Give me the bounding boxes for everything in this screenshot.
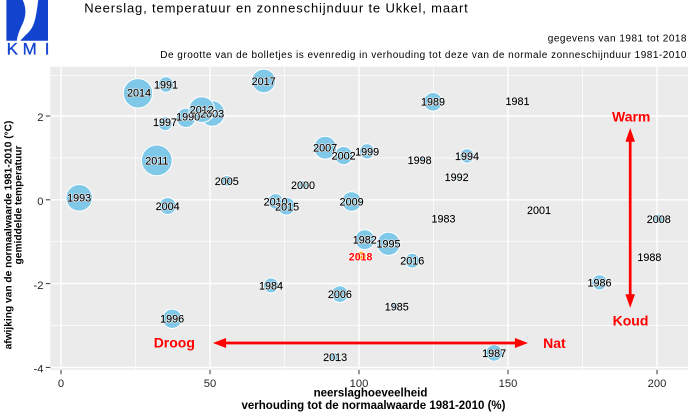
svg-text:1988: 1988 (637, 252, 661, 264)
svg-text:1987: 1987 (482, 348, 506, 360)
svg-text:2010: 2010 (264, 196, 288, 208)
svg-text:Nat: Nat (543, 335, 566, 351)
svg-text:1993: 1993 (67, 193, 91, 205)
svg-text:1989: 1989 (421, 97, 445, 109)
svg-text:1983: 1983 (431, 214, 455, 226)
svg-text:1982: 1982 (353, 235, 377, 247)
svg-text:1997: 1997 (153, 117, 177, 129)
svg-text:afwijking van de normaalwaarde: afwijking van de normaalwaarde 1981-2010… (4, 121, 15, 350)
svg-text:1999: 1999 (355, 146, 379, 158)
svg-text:2018: 2018 (349, 252, 373, 264)
svg-text:1988: 1988 (637, 252, 661, 264)
svg-text:1989: 1989 (421, 97, 445, 109)
svg-text:1997: 1997 (153, 117, 177, 129)
svg-text:1995: 1995 (376, 239, 400, 251)
svg-text:2011: 2011 (145, 155, 168, 167)
svg-text:2004: 2004 (156, 201, 180, 213)
svg-text:2017: 2017 (252, 76, 276, 88)
svg-text:1996: 1996 (160, 314, 184, 326)
svg-text:1983: 1983 (431, 214, 455, 226)
svg-text:2011: 2011 (145, 155, 168, 167)
svg-text:Warm: Warm (612, 109, 650, 125)
svg-text:0: 0 (58, 378, 64, 390)
svg-text:2008: 2008 (647, 214, 671, 226)
svg-text:1985: 1985 (385, 301, 409, 313)
svg-text:2016: 2016 (400, 256, 424, 268)
svg-text:2017: 2017 (252, 76, 276, 88)
svg-text:1984: 1984 (259, 280, 283, 292)
svg-text:2013: 2013 (323, 352, 347, 364)
svg-text:-2: -2 (34, 280, 44, 292)
svg-text:gemiddelde temperatuur: gemiddelde temperatuur (14, 146, 25, 265)
svg-text:1982: 1982 (353, 235, 377, 247)
svg-text:2012: 2012 (190, 105, 214, 117)
svg-text:K: K (7, 40, 19, 59)
svg-text:200: 200 (648, 378, 667, 390)
svg-text:0: 0 (37, 196, 43, 208)
svg-text:1984: 1984 (259, 280, 283, 292)
svg-text:2010: 2010 (264, 196, 288, 208)
svg-text:1994: 1994 (455, 151, 479, 163)
svg-text:gegevens van 1981 tot 2018: gegevens van 1981 tot 2018 (548, 33, 687, 44)
svg-text:1981: 1981 (505, 96, 529, 108)
svg-text:2007: 2007 (313, 143, 337, 155)
svg-text:De grootte van de bolletjes is: De grootte van de bolletjes is evenredig… (160, 50, 687, 61)
svg-text:2007: 2007 (313, 143, 337, 155)
svg-text:2005: 2005 (215, 176, 239, 188)
svg-text:2015: 2015 (275, 202, 299, 214)
svg-text:1981: 1981 (505, 96, 529, 108)
svg-text:-4: -4 (34, 364, 44, 376)
svg-text:2006: 2006 (328, 289, 352, 301)
svg-text:neerslaghoeveelheid: neerslaghoeveelheid (314, 388, 428, 400)
svg-text:1987: 1987 (482, 348, 506, 360)
svg-text:2014: 2014 (127, 88, 151, 100)
svg-text:1999: 1999 (355, 146, 379, 158)
svg-text:2000: 2000 (291, 180, 315, 192)
svg-text:1991: 1991 (154, 79, 178, 91)
svg-text:2002: 2002 (332, 151, 356, 163)
svg-text:150: 150 (499, 378, 518, 390)
svg-text:2002: 2002 (332, 151, 356, 163)
svg-text:2000: 2000 (291, 180, 315, 192)
svg-text:1993: 1993 (67, 193, 91, 205)
svg-text:1992: 1992 (445, 172, 469, 184)
svg-text:50: 50 (204, 378, 216, 390)
svg-text:2009: 2009 (340, 196, 364, 208)
svg-text:2012: 2012 (190, 105, 214, 117)
svg-text:1992: 1992 (445, 172, 469, 184)
svg-text:2006: 2006 (328, 289, 352, 301)
svg-text:1996: 1996 (160, 314, 184, 326)
svg-text:1995: 1995 (376, 239, 400, 251)
svg-text:100: 100 (350, 378, 369, 390)
svg-text:Koud: Koud (613, 313, 649, 329)
svg-text:2: 2 (37, 112, 43, 124)
svg-text:2015: 2015 (275, 202, 299, 214)
svg-text:2014: 2014 (127, 88, 151, 100)
svg-text:2001: 2001 (527, 205, 551, 217)
svg-text:Neerslag, temperatuur en zonne: Neerslag, temperatuur en zonneschijnduur… (84, 1, 468, 16)
svg-text:2004: 2004 (156, 201, 180, 213)
svg-text:1985: 1985 (385, 301, 409, 313)
svg-text:2008: 2008 (647, 214, 671, 226)
svg-text:2016: 2016 (400, 256, 424, 268)
svg-text:1986: 1986 (587, 277, 611, 289)
svg-text:2003: 2003 (200, 108, 224, 120)
svg-text:1986: 1986 (587, 277, 611, 289)
svg-text:1998: 1998 (408, 155, 432, 167)
svg-text:1991: 1991 (154, 79, 178, 91)
svg-text:2013: 2013 (323, 352, 347, 364)
svg-text:2009: 2009 (340, 196, 364, 208)
svg-text:M: M (23, 40, 37, 59)
svg-text:Droog: Droog (154, 335, 195, 351)
svg-text:2003: 2003 (200, 108, 224, 120)
svg-text:1990: 1990 (176, 112, 200, 124)
svg-text:1990: 1990 (176, 112, 200, 124)
svg-text:2005: 2005 (215, 176, 239, 188)
svg-text:I: I (45, 40, 50, 59)
svg-text:1994: 1994 (455, 151, 479, 163)
svg-text:1998: 1998 (408, 155, 432, 167)
svg-text:2001: 2001 (527, 205, 551, 217)
svg-text:verhouding tot de normaalwaard: verhouding tot de normaalwaarde 1981-201… (242, 400, 506, 412)
